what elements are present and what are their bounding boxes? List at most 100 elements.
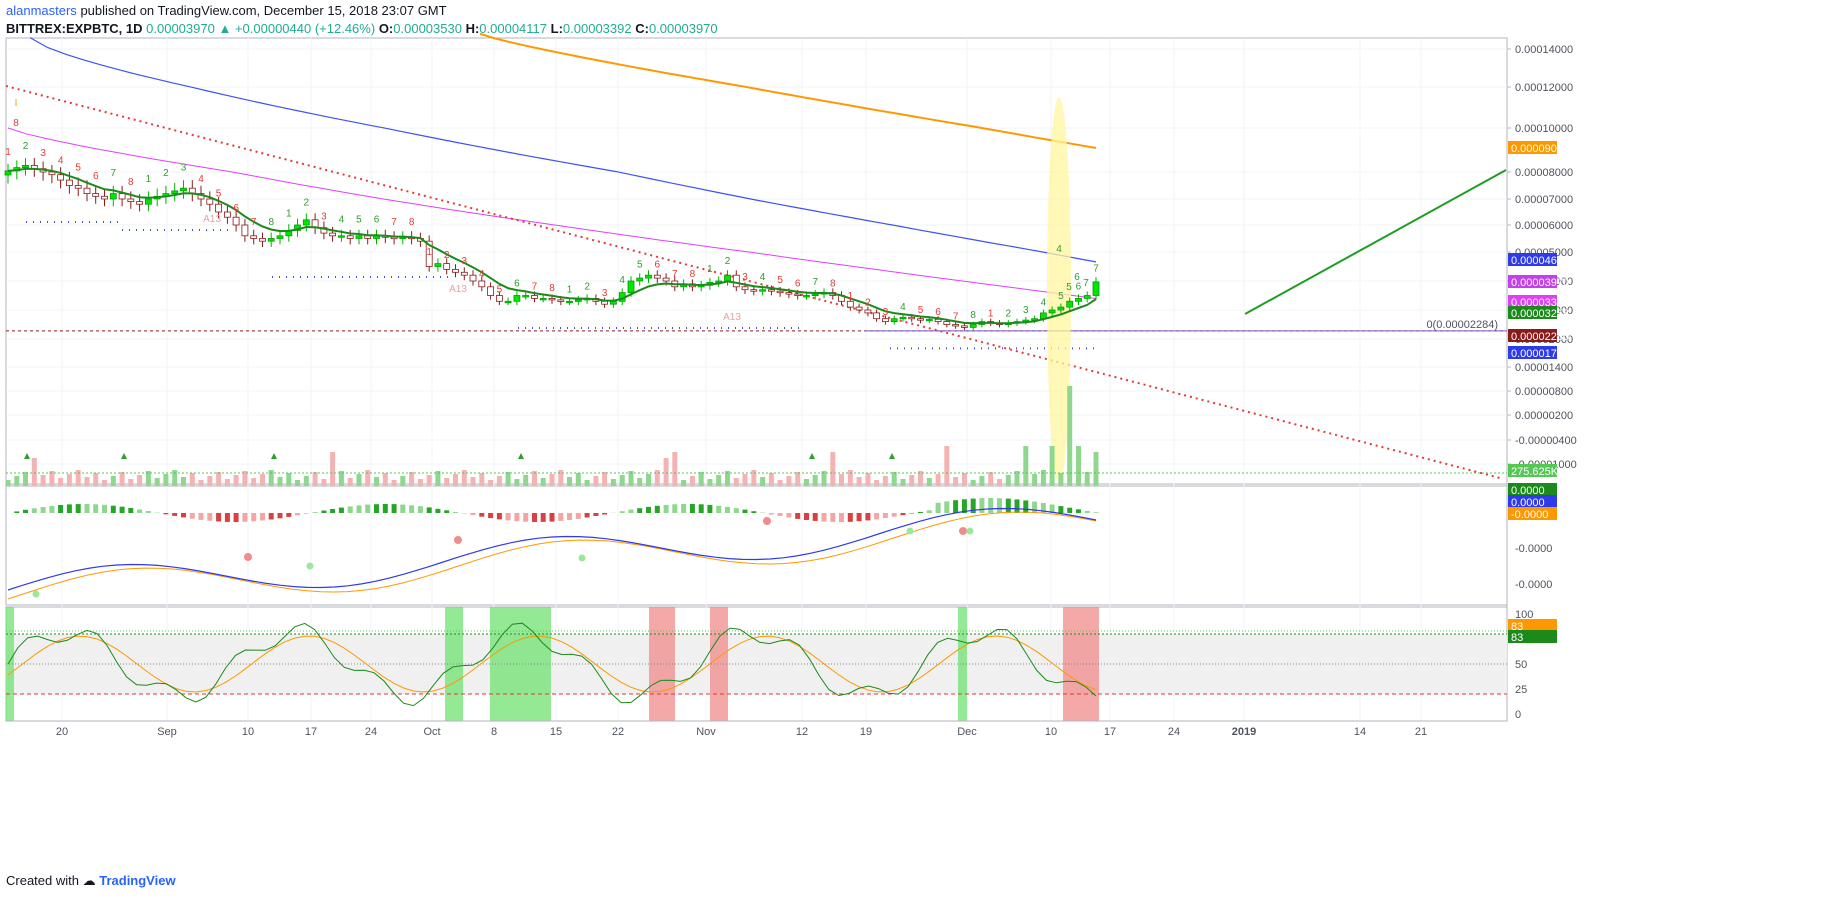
- td-count-label: 2: [865, 297, 871, 308]
- candle[interactable]: [513, 291, 521, 306]
- td-count-label: 1: [426, 247, 432, 258]
- macd-histogram-bar: [663, 504, 669, 513]
- candle[interactable]: [846, 297, 854, 311]
- candle[interactable]: [232, 210, 240, 232]
- candle[interactable]: [259, 232, 266, 247]
- candle[interactable]: [890, 315, 898, 325]
- candle[interactable]: [452, 264, 459, 278]
- symbol-label[interactable]: BITTREX:EXPBTC, 1D: [6, 21, 143, 36]
- candle[interactable]: [1066, 297, 1074, 311]
- candle[interactable]: [1057, 303, 1065, 314]
- candle[interactable]: [57, 167, 64, 189]
- macd-histogram-bar: [1014, 499, 1020, 513]
- candle[interactable]: [434, 258, 442, 272]
- candle[interactable]: [22, 158, 29, 176]
- time-axis[interactable]: 20 Sep 10 17 24 Oct 8 15 22 Nov 12 19 Dec 10 17 24 2019 1…: [6, 720, 1507, 738]
- volume-bar: [1093, 452, 1099, 486]
- td-count-label: 5: [356, 214, 362, 225]
- footer: Created with ☁ TradingView: [6, 873, 176, 889]
- candle-body: [1092, 281, 1100, 296]
- candle[interactable]: [1083, 291, 1091, 303]
- candle-body: [1066, 300, 1074, 308]
- candle[interactable]: [241, 218, 249, 242]
- candle[interactable]: [346, 229, 354, 245]
- candle[interactable]: [522, 291, 530, 300]
- candle-body: [785, 292, 793, 295]
- candle[interactable]: [487, 282, 495, 300]
- rsi-k-badge-bg: [1508, 630, 1557, 643]
- macd-histogram-bar: [365, 504, 371, 513]
- candle[interactable]: [768, 285, 775, 296]
- candle-body: [144, 198, 152, 205]
- candle[interactable]: [92, 185, 100, 204]
- volume-bar: [216, 472, 222, 486]
- candle[interactable]: [855, 303, 863, 314]
- candle[interactable]: [144, 191, 152, 212]
- candle[interactable]: [267, 232, 275, 247]
- candle[interactable]: [899, 314, 907, 322]
- candle[interactable]: [574, 296, 582, 306]
- chart-background: [5, 37, 1508, 722]
- author-link[interactable]: alanmasters: [6, 3, 77, 18]
- candle[interactable]: [302, 213, 310, 232]
- tradingview-brand[interactable]: TradingView: [99, 873, 176, 888]
- candle-body: [215, 203, 223, 213]
- candle[interactable]: [460, 267, 468, 281]
- price-axis[interactable]: 0.00014000 0.00012000 0.00010000 0.00008000…: [1507, 44, 1577, 721]
- candle[interactable]: [109, 185, 117, 207]
- candle[interactable]: [1092, 277, 1100, 300]
- candle[interactable]: [180, 180, 187, 199]
- candle[interactable]: [48, 165, 56, 184]
- candle[interactable]: [1048, 306, 1056, 317]
- td-count-label: 1: [707, 264, 713, 275]
- candle[interactable]: [811, 289, 819, 300]
- candle-body: [811, 293, 819, 297]
- macd-histogram-bar: [137, 509, 143, 513]
- candle[interactable]: [952, 321, 959, 329]
- candle[interactable]: [864, 306, 872, 317]
- support-badge: 0.00002280: [1511, 331, 1569, 343]
- macd-histogram-bar: [461, 513, 467, 514]
- candle[interactable]: [653, 270, 661, 283]
- volume-bar: [847, 470, 853, 486]
- candle[interactable]: [504, 297, 512, 306]
- macd-panel[interactable]: [7, 498, 1099, 600]
- volume-bar: [435, 471, 441, 486]
- candle[interactable]: [495, 291, 503, 306]
- macd-histogram-bar: [856, 513, 862, 522]
- candle[interactable]: [74, 177, 82, 197]
- candle[interactable]: [469, 270, 477, 286]
- volume-bar: [760, 477, 766, 486]
- candle[interactable]: [1075, 294, 1082, 306]
- candle[interactable]: [961, 323, 968, 331]
- volume-bar: [172, 470, 178, 486]
- volume-bar: [347, 478, 353, 486]
- candle[interactable]: [425, 235, 433, 272]
- candle[interactable]: [223, 205, 231, 224]
- candle[interactable]: [645, 270, 652, 283]
- stoch-rsi-panel[interactable]: [6, 607, 1507, 721]
- candle[interactable]: [206, 191, 214, 212]
- macd-histogram-bar: [672, 504, 678, 513]
- candle[interactable]: [882, 315, 889, 325]
- candle[interactable]: [478, 276, 486, 292]
- candle[interactable]: [355, 229, 363, 245]
- candle[interactable]: [171, 183, 179, 202]
- candle-body: [1057, 306, 1065, 311]
- candle[interactable]: [732, 270, 740, 292]
- candle-body: [846, 300, 854, 308]
- candle[interactable]: [101, 188, 108, 207]
- candle[interactable]: [873, 309, 880, 322]
- candle[interactable]: [539, 294, 547, 303]
- candle[interactable]: [443, 258, 451, 275]
- volume-bar: [663, 458, 669, 486]
- candle[interactable]: [250, 229, 258, 245]
- support-2-badge: 0.00001798: [1511, 348, 1569, 360]
- time-tick-label: 10: [1045, 726, 1057, 738]
- volume-badge-bg: [1508, 464, 1557, 477]
- candle[interactable]: [636, 273, 644, 286]
- candle[interactable]: [276, 229, 284, 245]
- macd-histogram-bar: [417, 506, 423, 513]
